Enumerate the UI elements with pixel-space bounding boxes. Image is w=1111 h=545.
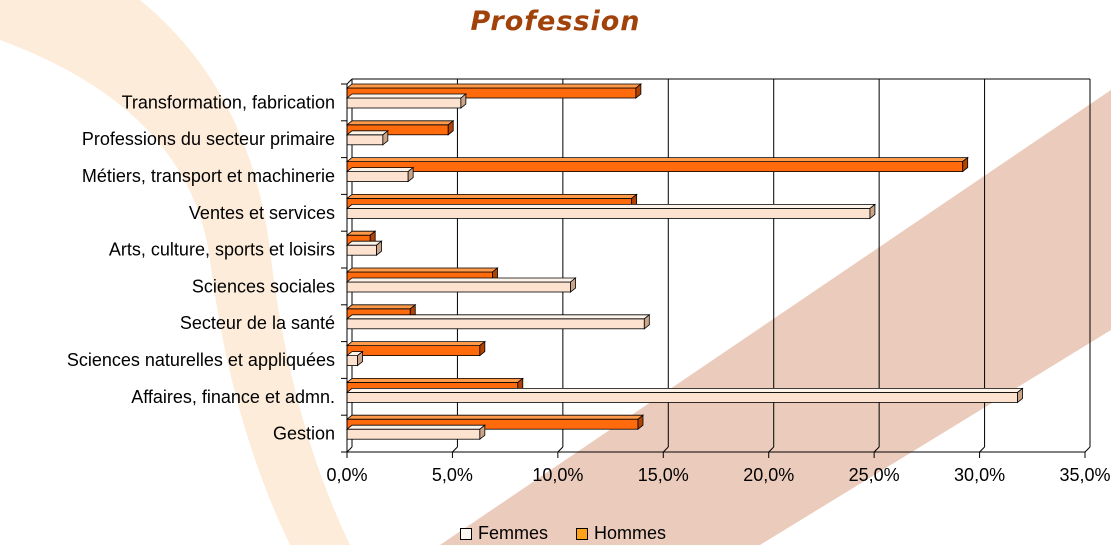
bar-side <box>1017 387 1023 404</box>
gridline-floor <box>557 446 564 453</box>
category-label: Gestion <box>273 424 335 444</box>
category-label: Métiers, transport et machinerie <box>82 166 335 186</box>
bar-side <box>962 156 969 173</box>
bar-top <box>345 130 389 136</box>
gridline-floor <box>768 446 775 453</box>
legend: Femmes Hommes <box>460 523 694 544</box>
bar-femmes <box>345 313 651 330</box>
bar-hommes <box>345 156 969 173</box>
category-label: Transformation, fabrication <box>122 92 335 112</box>
bar-face <box>346 244 377 256</box>
gridline-floor <box>1084 446 1091 453</box>
bar-face <box>346 345 481 357</box>
bar-top <box>345 240 383 246</box>
bar-side <box>407 166 414 183</box>
bar-top <box>345 93 468 99</box>
x-tick-label: 35,0% <box>1059 465 1110 485</box>
bar-side <box>570 277 576 293</box>
legend-item-hommes: Hommes <box>576 523 666 544</box>
bar-femmes <box>345 203 877 220</box>
legend-label-femmes: Femmes <box>478 523 549 543</box>
legend-label-hommes: Hommes <box>594 523 667 543</box>
bar-face <box>346 355 358 367</box>
gridline-floor <box>346 446 353 453</box>
legend-item-femmes: Femmes <box>460 523 548 544</box>
bar-top <box>345 120 455 126</box>
bar-face <box>346 428 481 440</box>
bar-top <box>345 304 417 310</box>
x-tick-label: 30,0% <box>954 465 1005 485</box>
x-tick-label: 0,0% <box>326 465 367 485</box>
x-tick-label: 15,0% <box>638 465 689 485</box>
bar-side <box>357 350 363 367</box>
bar-top <box>345 83 643 89</box>
bar-side <box>376 240 382 257</box>
gridline-floor <box>979 446 985 453</box>
bar-side <box>643 313 650 330</box>
bar-face <box>346 318 645 330</box>
bar-top <box>345 424 486 430</box>
bar-hommes <box>345 303 417 320</box>
bar-top <box>345 167 415 173</box>
category-label: Sciences sociales <box>192 276 335 296</box>
bar-femmes <box>345 240 383 257</box>
bar-face <box>346 134 384 146</box>
bar-side <box>460 93 467 109</box>
chart-title: Profession <box>470 6 641 37</box>
bar-femmes <box>345 387 1024 404</box>
bar-top <box>345 267 499 273</box>
plot-corner-edge <box>346 78 353 85</box>
bar-top <box>345 387 1024 393</box>
bar-face <box>346 207 871 219</box>
bar-side <box>447 119 454 136</box>
category-label: Affaires, finance et admn. <box>131 387 335 407</box>
category-label: Secteur de la santé <box>180 313 335 333</box>
bar-top <box>345 157 969 163</box>
bar-top <box>345 203 877 209</box>
category-label: Ventes et services <box>189 203 335 223</box>
bar-side <box>637 414 644 431</box>
bar-face <box>346 281 571 293</box>
gridline-floor <box>452 446 458 453</box>
bar-top <box>345 377 524 383</box>
x-tick-label: 25,0% <box>849 465 900 485</box>
bar-face <box>346 391 1018 403</box>
category-label: Professions du secteur primaire <box>82 129 335 149</box>
bar-femmes <box>345 277 577 293</box>
bar-side <box>479 340 486 357</box>
x-tick-label: 10,0% <box>532 465 583 485</box>
bar-femmes <box>345 93 468 109</box>
bar-hommes <box>345 340 486 357</box>
category-label: Arts, culture, sports et loisirs <box>109 240 335 260</box>
category-label: Sciences naturelles et appliquées <box>67 350 335 370</box>
bar-face <box>346 97 462 109</box>
legend-swatch-hommes <box>576 527 589 540</box>
bar-femmes <box>345 166 415 183</box>
x-tick-label: 20,0% <box>743 465 794 485</box>
bar-top <box>345 341 486 347</box>
bar-face <box>346 171 409 183</box>
bar-top <box>345 277 577 283</box>
legend-swatch-femmes <box>460 527 472 540</box>
bar-side <box>869 203 876 220</box>
bar-top <box>345 314 651 320</box>
gridline-floor <box>662 446 669 453</box>
gridline-floor <box>873 446 880 453</box>
bar-side <box>382 129 389 146</box>
bar-femmes <box>345 424 486 441</box>
bar-femmes <box>345 350 364 367</box>
bar-hommes <box>345 119 455 136</box>
bar-side <box>479 424 486 441</box>
bar-top <box>345 193 638 199</box>
bar-hommes <box>345 83 643 99</box>
bar-side <box>635 83 642 99</box>
x-tick-label: 5,0% <box>432 465 473 485</box>
bar-femmes <box>345 129 389 146</box>
bar-top <box>345 414 645 420</box>
bar-face <box>346 161 964 173</box>
